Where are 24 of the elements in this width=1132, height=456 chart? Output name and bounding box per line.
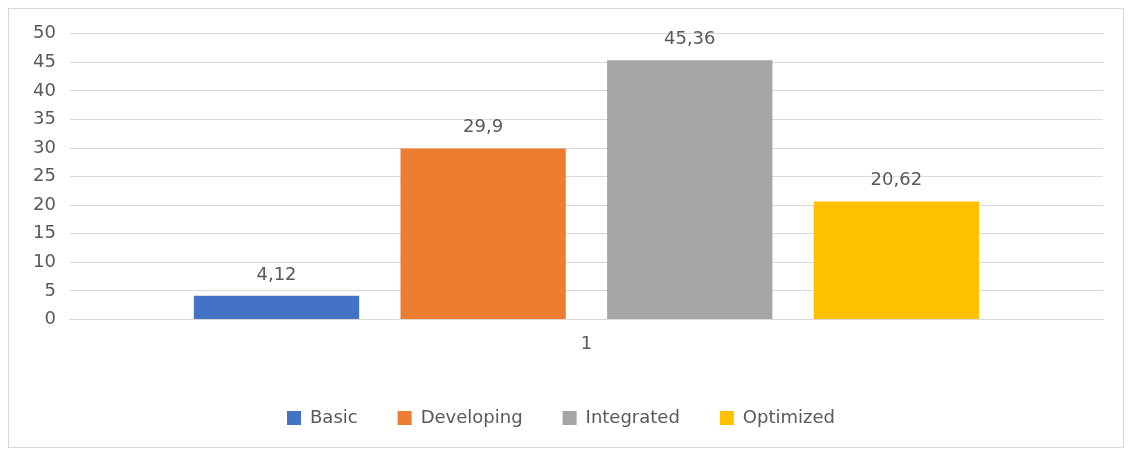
y-tick-label: 30: [33, 135, 56, 157]
legend-label: Basic: [310, 405, 358, 427]
data-label: 4,12: [256, 262, 297, 284]
legend-label: Integrated: [585, 405, 680, 427]
y-tick-label: 20: [33, 192, 56, 214]
legend-label: Optimized: [742, 405, 835, 427]
y-tick-label: 40: [33, 78, 56, 100]
y-tick-label: 15: [33, 221, 56, 243]
y-tick-label: 0: [44, 307, 56, 329]
bar: [813, 201, 980, 319]
legend-label: Developing: [420, 405, 523, 427]
y-tick-label: 45: [33, 50, 56, 72]
x-tick-label: 1: [580, 331, 593, 353]
bar: [400, 148, 566, 319]
y-tick-label: 35: [33, 107, 56, 129]
data-label: 20,62: [870, 168, 923, 190]
y-tick-label: 5: [44, 278, 56, 300]
y-tick-label: 50: [33, 21, 56, 43]
bar: [193, 295, 360, 319]
data-label: 29,9: [463, 115, 504, 137]
bar: [607, 60, 773, 319]
data-label: 45,36: [664, 26, 716, 48]
y-tick-label: 25: [33, 164, 56, 186]
y-tick-label: 10: [33, 249, 56, 271]
